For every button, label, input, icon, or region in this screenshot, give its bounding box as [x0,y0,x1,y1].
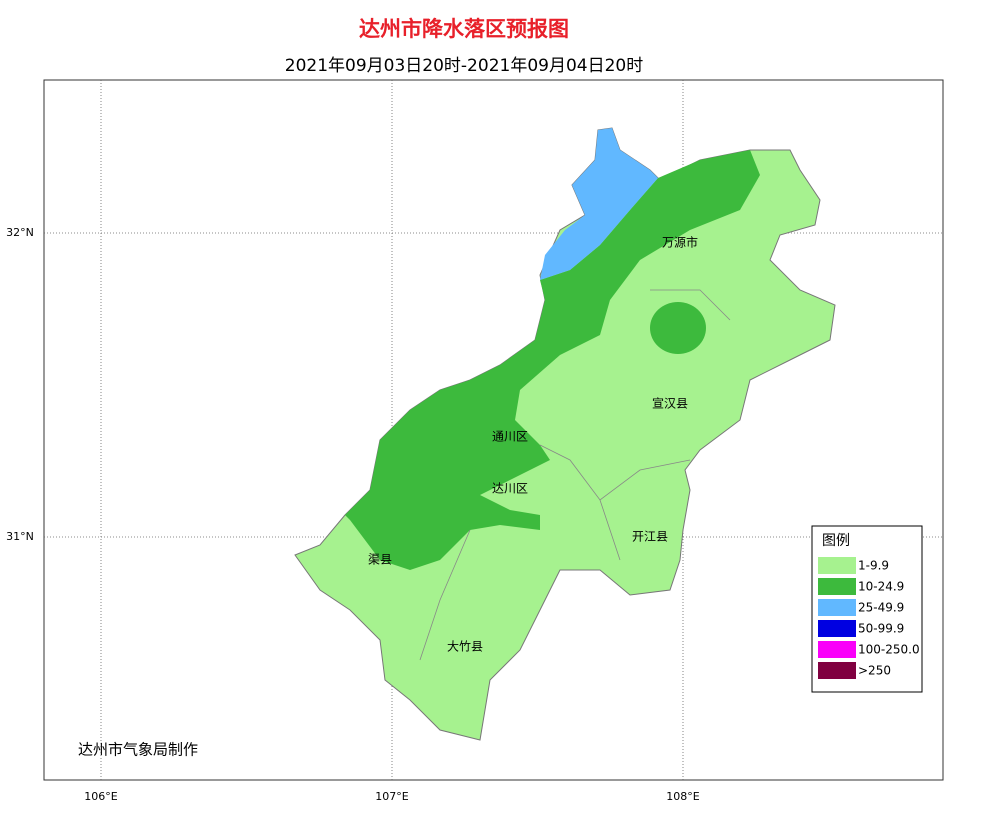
lat-label: 32°N [6,226,34,239]
place-label: 万源市 [662,235,698,250]
legend: 图例 1-9.9 10-24.9 25-49.9 50-99.9 100-250.0 >2… [811,525,923,693]
legend-label: 100-250.0 [858,643,920,657]
rain-25-49.9 [540,128,658,280]
legend-label: 1-9.9 [858,559,889,573]
legend-title: 图例 [822,533,850,549]
legend-swatch [818,620,856,637]
legend-label: 10-24.9 [858,580,904,594]
county-borders [419,289,731,661]
legend-label: 25-49.9 [858,601,904,615]
place-labels: 万源市 宣汉县 通川区 达川区 开江县 渠县 大竹县 [368,235,698,654]
lon-label: 108°E [666,790,699,803]
rain-10-24.9 [345,150,760,570]
legend-swatch [818,599,856,616]
rain-spot [650,302,706,354]
place-label: 开江县 [632,530,668,544]
title: 达州市降水落区预报图 [359,17,569,41]
legend-swatch [818,557,856,574]
place-label: 渠县 [368,553,392,567]
subtitle: 2021年09月03日20时-2021年09月04日20时 [285,56,643,76]
lat-label: 31°N [6,530,34,543]
legend-swatch [818,662,856,679]
region-map [294,127,836,741]
map-frame [43,79,944,781]
lon-label: 107°E [375,790,408,803]
place-label: 通川区 [492,430,528,444]
legend-swatch [818,578,856,595]
legend-label: >250 [858,664,891,678]
lon-label: 106°E [84,790,117,803]
place-label: 达川区 [492,482,528,496]
legend-swatch [818,641,856,658]
legend-label: 50-99.9 [858,622,904,636]
place-label: 宣汉县 [652,396,688,411]
graticule: 106°E 107°E 108°E 32°N 31°N [6,80,943,803]
place-label: 大竹县 [447,640,483,654]
credit: 达州市气象局制作 [78,741,198,759]
